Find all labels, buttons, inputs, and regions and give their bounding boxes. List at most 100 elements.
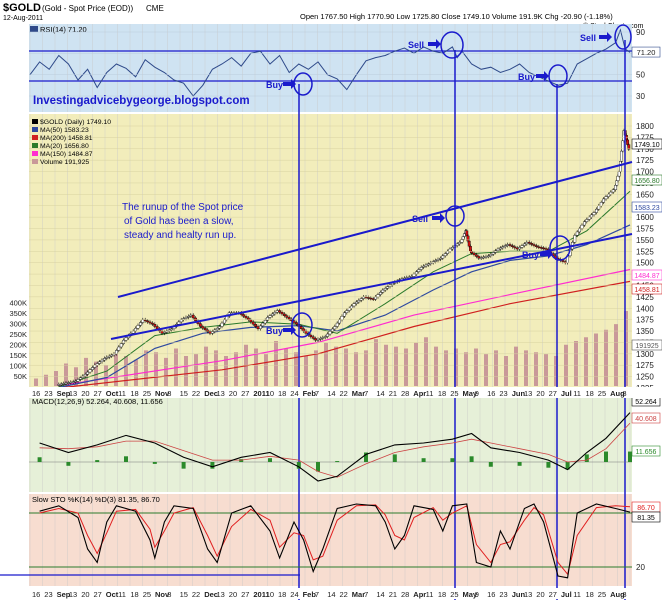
macd-histogram-bar xyxy=(95,460,100,462)
x-axis-month-label: Jul xyxy=(561,590,572,599)
volume-bar xyxy=(414,342,418,386)
volume-bar xyxy=(64,363,68,386)
volume-bar xyxy=(334,346,338,386)
price-candle xyxy=(263,320,267,324)
x-axis-day-label: 18 xyxy=(130,590,138,599)
macd-histogram-bar xyxy=(546,462,551,468)
price-candle xyxy=(249,319,253,323)
price-candle xyxy=(177,321,181,325)
x-axis-day-label: 8 xyxy=(167,590,171,599)
macd-histogram-bar xyxy=(450,458,455,462)
x-axis-day-label: 16 xyxy=(32,389,40,398)
rsi-tick-label: 30 xyxy=(636,92,645,101)
svg-text:Sell: Sell xyxy=(408,40,424,50)
price-candle xyxy=(78,377,82,380)
x-axis-day-label: 13 xyxy=(217,389,225,398)
price-candle xyxy=(580,224,584,229)
price-label-box xyxy=(631,174,662,186)
price-candle xyxy=(66,382,70,384)
volume-bar xyxy=(394,346,398,386)
x-axis-month-label: Dec xyxy=(204,389,218,398)
price-candle xyxy=(448,248,452,252)
ohlc-readout: Open 1767.50 High 1770.90 Low 1725.80 Cl… xyxy=(300,12,613,21)
rsi-legend: RSI(14) 71.20 xyxy=(40,25,87,34)
volume-tick-label: 250K xyxy=(9,330,27,339)
x-axis-day-label: 13 xyxy=(69,590,77,599)
volume-bar xyxy=(314,350,318,386)
price-candle xyxy=(511,245,514,247)
macd-value-box xyxy=(631,412,661,424)
price-candle xyxy=(302,328,305,332)
price-candle xyxy=(427,263,430,266)
volume-bar xyxy=(494,350,498,386)
price-value-label: 1583.23 xyxy=(634,205,659,212)
volume-bar xyxy=(134,359,138,386)
price-candle xyxy=(81,375,85,378)
macd-value-label: 11.656 xyxy=(636,449,657,456)
x-axis-day-label: 8 xyxy=(167,389,171,398)
price-candle xyxy=(136,325,140,329)
volume-bar xyxy=(464,352,468,386)
macd-value-label: 40.608 xyxy=(635,416,657,423)
price-candle xyxy=(607,194,610,197)
x-axis-month-label: May xyxy=(463,389,478,398)
volume-bar xyxy=(544,354,548,386)
price-candle xyxy=(71,381,75,383)
x-axis-day-label: 13 xyxy=(524,590,532,599)
price-candle xyxy=(376,294,380,298)
x-axis-day-label: 14 xyxy=(376,590,384,599)
price-tick-label: 1400 xyxy=(636,304,654,313)
symbol-description: (Gold - Spot Price (EOD)) xyxy=(42,4,133,13)
x-axis-day-label: 11 xyxy=(118,389,126,398)
price-candle xyxy=(436,259,440,261)
svg-text:Sell: Sell xyxy=(412,214,428,224)
rsi-tick-label: 50 xyxy=(636,71,645,80)
x-axis-day-label: 18 xyxy=(586,590,594,599)
price-tick-label: 1800 xyxy=(636,122,654,131)
price-candle xyxy=(57,384,61,386)
price-candle xyxy=(424,264,428,267)
volume-bar xyxy=(594,333,598,386)
price-candle xyxy=(102,358,106,361)
x-axis-day-label: 7 xyxy=(315,389,319,398)
price-candle xyxy=(343,312,346,317)
legend-entry: $GOLD (Daily) 1749.10 xyxy=(40,119,111,126)
price-tick-label: 1300 xyxy=(636,350,654,359)
price-candle xyxy=(379,292,382,295)
x-axis-day-label: 18 xyxy=(278,590,286,599)
x-axis-day-label: 8 xyxy=(622,590,626,599)
price-candle xyxy=(527,241,531,244)
volume-bar xyxy=(514,346,518,386)
macd-histogram-bar xyxy=(152,462,157,464)
buy-marker-rsi-2: Buy xyxy=(518,64,568,88)
price-candle xyxy=(117,346,121,351)
price-candle xyxy=(469,245,472,252)
legend-swatch xyxy=(32,119,38,124)
x-axis-month-label: May xyxy=(463,590,478,599)
legend-swatch xyxy=(32,159,38,164)
sto-tick-label: 20 xyxy=(636,563,645,572)
price-candle xyxy=(251,321,255,325)
price-candle xyxy=(355,301,358,304)
price-candle xyxy=(501,246,505,249)
x-axis-day-label: 11 xyxy=(426,389,434,398)
price-candle xyxy=(441,255,445,259)
x-axis-day-label: 20 xyxy=(81,389,89,398)
price-tick-label: 1650 xyxy=(636,190,654,199)
buy-marker-rsi-1: Buy xyxy=(266,72,313,96)
price-candle xyxy=(620,150,624,162)
x-axis-day-label: 28 xyxy=(401,389,409,398)
price-candle xyxy=(331,328,334,332)
legend-entry: MA(200) 1458.81 xyxy=(40,135,93,142)
price-candle xyxy=(443,253,447,257)
price-label-box xyxy=(631,138,662,150)
x-axis-day-label: 16 xyxy=(32,590,40,599)
x-axis-day-label: 7 xyxy=(315,590,319,599)
volume-bar xyxy=(614,324,618,386)
price-candle xyxy=(189,314,193,317)
legend-swatch xyxy=(32,135,38,140)
price-candle xyxy=(148,321,152,324)
x-axis-day-label: 11 xyxy=(573,590,581,599)
macd-histogram-bar xyxy=(268,458,272,462)
price-candle xyxy=(479,257,483,259)
